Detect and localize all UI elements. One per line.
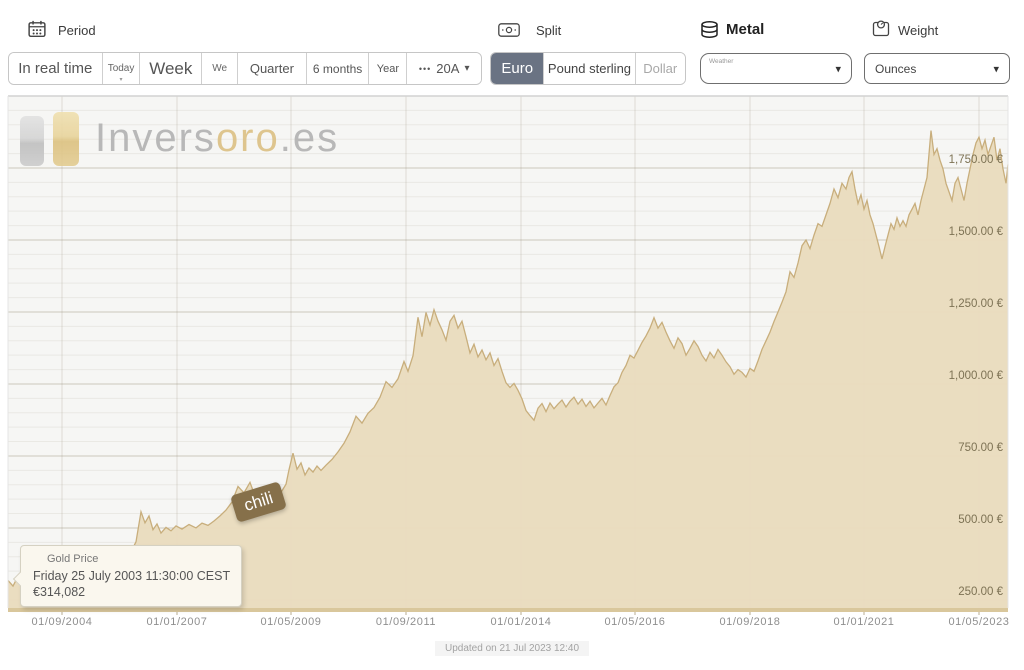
weight-select-value: Ounces (875, 62, 917, 76)
period-we-button[interactable]: We (202, 53, 239, 84)
period-week-label: Week (149, 58, 193, 78)
svg-text:250.00 €: 250.00 € (958, 586, 1003, 598)
logo-gold-bar (53, 112, 79, 166)
price-tooltip: Gold Price Friday 25 July 2003 11:30:00 … (12, 545, 242, 607)
gold-price-line (7, 130, 1009, 588)
period-we-label: We (212, 63, 228, 74)
x-axis-label: 01/01/2007 (146, 616, 208, 628)
logo-text: Inversoro.es (95, 116, 340, 160)
split-euro-button[interactable]: Euro (491, 53, 545, 84)
x-axis-label: 01/09/2018 (719, 616, 781, 628)
tooltip-date: Friday 25 July 2003 11:30:00 CEST (33, 569, 231, 583)
split-label: Split (536, 23, 562, 38)
svg-text:750.00 €: 750.00 € (958, 442, 1003, 454)
chili-annotation-badge[interactable]: chili (230, 481, 288, 523)
period-quarter-button[interactable]: Quarter (238, 53, 307, 84)
svg-text:1,500.00 €: 1,500.00 € (949, 226, 1004, 238)
gridlines-major (8, 167, 1008, 601)
period-quarter-label: Quarter (249, 61, 294, 76)
weight-select[interactable]: Ounces ▾ (864, 53, 1010, 84)
period-6months-label: 6 months (312, 61, 363, 76)
x-axis-label: 01/09/2011 (375, 616, 437, 628)
period-today-label: Today (107, 63, 135, 74)
calendar-icon (28, 20, 46, 38)
caret-down-icon: ▾ (464, 63, 470, 74)
tooltip-price: €314,082 (33, 585, 86, 599)
x-axis-label: 01/05/2016 (604, 616, 666, 628)
x-axis-label: 01/01/2014 (490, 616, 552, 628)
scale-icon (872, 20, 890, 37)
x-axis-label: 01/05/2009 (260, 616, 322, 628)
caret-down-icon: ▾ (119, 77, 123, 83)
period-more-20a-button[interactable]: ••• 20A ▾ (407, 53, 481, 84)
svg-text:1,250.00 €: 1,250.00 € (949, 298, 1004, 310)
updated-timestamp: Updated on 21 Jul 2023 12:40 (435, 641, 589, 656)
gridlines-minor (8, 109, 1008, 601)
period-label: Period (58, 23, 96, 38)
price-chart[interactable]: 250.00 € 500.00 € 750.00 € 1,000.00 € 1,250.… (0, 0, 1024, 620)
logo-silver-bar (20, 116, 44, 166)
caret-down-icon: ▾ (835, 63, 841, 75)
tooltip-pointer (12, 571, 28, 587)
weight-label: Weight (898, 23, 939, 38)
svg-text:1,000.00 €: 1,000.00 € (949, 370, 1004, 382)
footer: Updated on 21 Jul 2023 12:40 (0, 638, 1024, 656)
metal-select[interactable]: Weather ▾ (700, 53, 852, 84)
period-week-button[interactable]: Week (140, 53, 203, 84)
split-dollar-button[interactable]: Dollar (635, 53, 685, 84)
period-year-label: Year (376, 62, 399, 75)
split-pound-label: Pound sterling (547, 61, 632, 76)
plot-background (8, 96, 1008, 608)
period-in-real-time-label: In real time (18, 60, 93, 77)
period-more-label: 20A (436, 61, 460, 76)
banknote-icon (498, 23, 520, 37)
gridlines-vertical (61, 96, 980, 615)
x-axis-label: 01/01/2021 (833, 616, 895, 628)
split-euro-label: Euro (501, 60, 534, 77)
x-axis-label: 01/05/2023 (948, 616, 1010, 628)
period-today-button[interactable]: Today ▾ (102, 53, 141, 84)
svg-text:1,750.00 €: 1,750.00 € (949, 154, 1004, 166)
metal-label: Metal (726, 21, 765, 38)
period-button-group: In real time Today ▾ Week We Quarter 6 m… (8, 52, 482, 85)
x-axis-label: 01/09/2004 (31, 616, 93, 628)
y-axis-labels: 250.00 € 500.00 € 750.00 € 1,000.00 € 1,250.… (949, 154, 1004, 598)
period-in-real-time-button[interactable]: In real time (9, 53, 103, 84)
split-dollar-label: Dollar (643, 61, 678, 76)
metal-select-value: Weather (709, 58, 734, 65)
period-6months-button[interactable]: 6 months (306, 53, 370, 84)
caret-down-icon: ▾ (993, 63, 999, 75)
tooltip-title: Gold Price (47, 553, 99, 565)
gold-price-area (8, 130, 1008, 608)
x-axis-line (8, 608, 1008, 612)
ellipsis-icon: ••• (418, 63, 432, 74)
period-year-button[interactable]: Year (369, 53, 408, 84)
svg-text:500.00 €: 500.00 € (958, 514, 1003, 526)
inversoro-logo: Inversoro.es (20, 108, 339, 168)
split-pound-button[interactable]: Pound sterling (544, 53, 636, 84)
split-button-group: Euro Pound sterling Dollar (490, 52, 686, 85)
coins-icon (701, 21, 718, 38)
